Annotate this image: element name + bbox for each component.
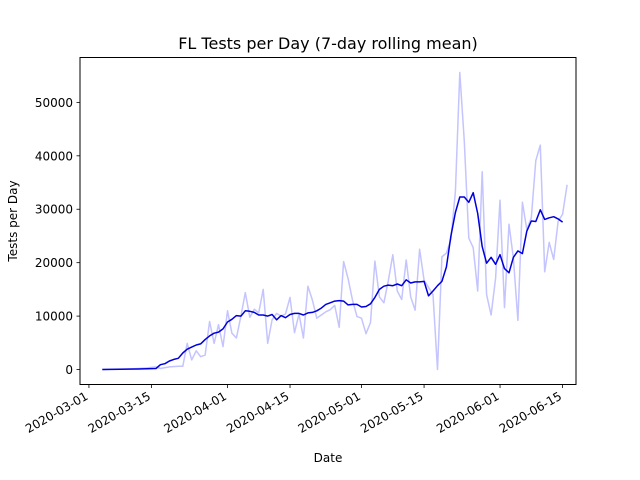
- series-line-1: [102, 71, 568, 371]
- x-axis-label: Date: [314, 451, 343, 465]
- plot-frame: [79, 57, 577, 385]
- series-line-2: [102, 191, 564, 371]
- y-tick-label: 0: [65, 363, 73, 377]
- x-tick-label: 2020-03-01: [23, 389, 90, 436]
- series-layer: [102, 71, 568, 371]
- x-tick-label: 2020-06-15: [497, 389, 564, 436]
- y-tick-label: 10000: [35, 310, 73, 324]
- x-tick-label: 2020-06-01: [434, 389, 501, 436]
- y-tick-label: 40000: [35, 149, 73, 163]
- x-tick-label: 2020-05-01: [296, 389, 363, 436]
- y-axis: 0 10000 20000 30000 40000 50000: [35, 96, 80, 377]
- y-tick-label: 50000: [35, 96, 73, 110]
- y-tick-label: 20000: [35, 256, 73, 270]
- chart-title: FL Tests per Day (7-day rolling mean): [178, 34, 478, 53]
- x-tick-label: 2020-04-15: [224, 389, 291, 436]
- x-tick-label: 2020-03-15: [86, 389, 153, 436]
- x-tick-label: 2020-05-15: [358, 389, 425, 436]
- y-tick-label: 30000: [35, 203, 73, 217]
- x-tick-label: 2020-04-01: [162, 389, 229, 436]
- y-axis-label: Tests per Day: [6, 180, 20, 262]
